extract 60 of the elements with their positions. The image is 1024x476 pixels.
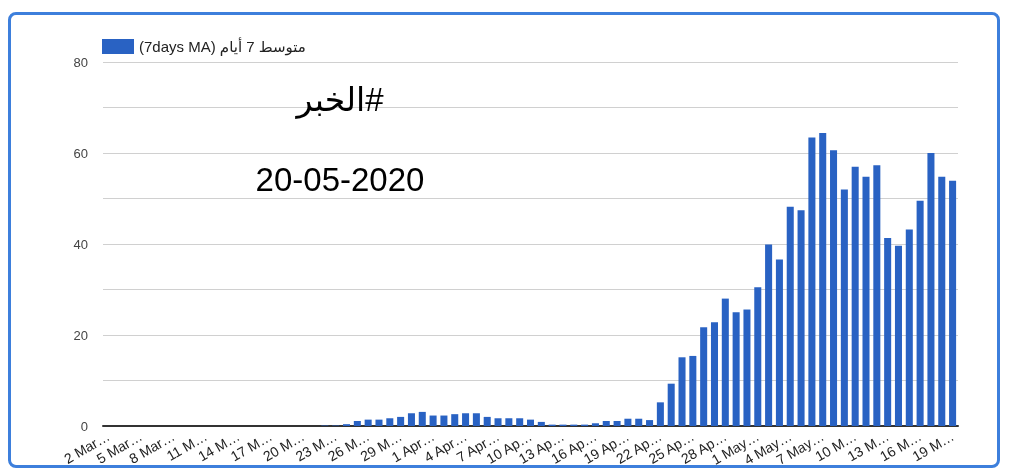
bar bbox=[851, 166, 859, 426]
bar bbox=[526, 419, 535, 426]
bar bbox=[613, 421, 621, 426]
bar bbox=[429, 415, 437, 426]
bar bbox=[364, 419, 372, 426]
text: #الخبر bbox=[294, 81, 385, 119]
bar bbox=[624, 418, 632, 426]
bar bbox=[678, 357, 686, 426]
text: 20-05-2020 bbox=[254, 161, 426, 199]
bar bbox=[830, 150, 838, 426]
bar bbox=[440, 415, 448, 426]
bar bbox=[862, 176, 870, 426]
bar bbox=[905, 229, 913, 426]
legend-label: (7days MA) متوسط 7 أيام bbox=[139, 37, 306, 56]
bar bbox=[516, 418, 524, 426]
bar bbox=[786, 206, 794, 426]
bar bbox=[808, 137, 816, 426]
bar bbox=[819, 132, 827, 426]
bar bbox=[472, 413, 480, 426]
bar bbox=[765, 244, 773, 426]
y-tick-label: 40 bbox=[73, 236, 88, 252]
bar bbox=[591, 423, 599, 426]
bar bbox=[602, 421, 610, 426]
bar bbox=[840, 189, 848, 426]
bar bbox=[916, 200, 924, 426]
bar bbox=[754, 287, 762, 426]
y-tick-label: 0 bbox=[80, 418, 88, 434]
bar bbox=[775, 259, 783, 426]
bar bbox=[797, 210, 805, 426]
y-tick-label: 60 bbox=[73, 145, 88, 161]
bar bbox=[873, 165, 881, 426]
bar bbox=[635, 418, 643, 426]
y-tick-label: 20 bbox=[73, 327, 88, 343]
bar bbox=[927, 153, 935, 426]
bar bbox=[743, 309, 751, 426]
bar bbox=[894, 245, 902, 426]
bar bbox=[353, 421, 361, 426]
bar bbox=[505, 418, 513, 426]
bar bbox=[949, 180, 957, 426]
bar bbox=[386, 418, 394, 426]
bar bbox=[689, 355, 697, 426]
bar bbox=[462, 413, 470, 426]
bar bbox=[407, 413, 415, 426]
bar bbox=[667, 383, 675, 426]
bar bbox=[397, 416, 405, 426]
bar bbox=[884, 238, 892, 426]
bar bbox=[721, 298, 729, 426]
bar bbox=[700, 327, 708, 426]
bar bbox=[656, 402, 664, 426]
bar bbox=[938, 176, 946, 426]
bar bbox=[732, 312, 740, 426]
bar bbox=[451, 414, 459, 426]
bar bbox=[710, 322, 718, 426]
bar bbox=[537, 421, 545, 426]
bar bbox=[375, 419, 383, 426]
bar bbox=[418, 411, 426, 426]
bar bbox=[646, 420, 654, 426]
bar bbox=[494, 418, 502, 426]
y-tick-label: 80 bbox=[73, 54, 88, 70]
bar bbox=[483, 416, 491, 426]
